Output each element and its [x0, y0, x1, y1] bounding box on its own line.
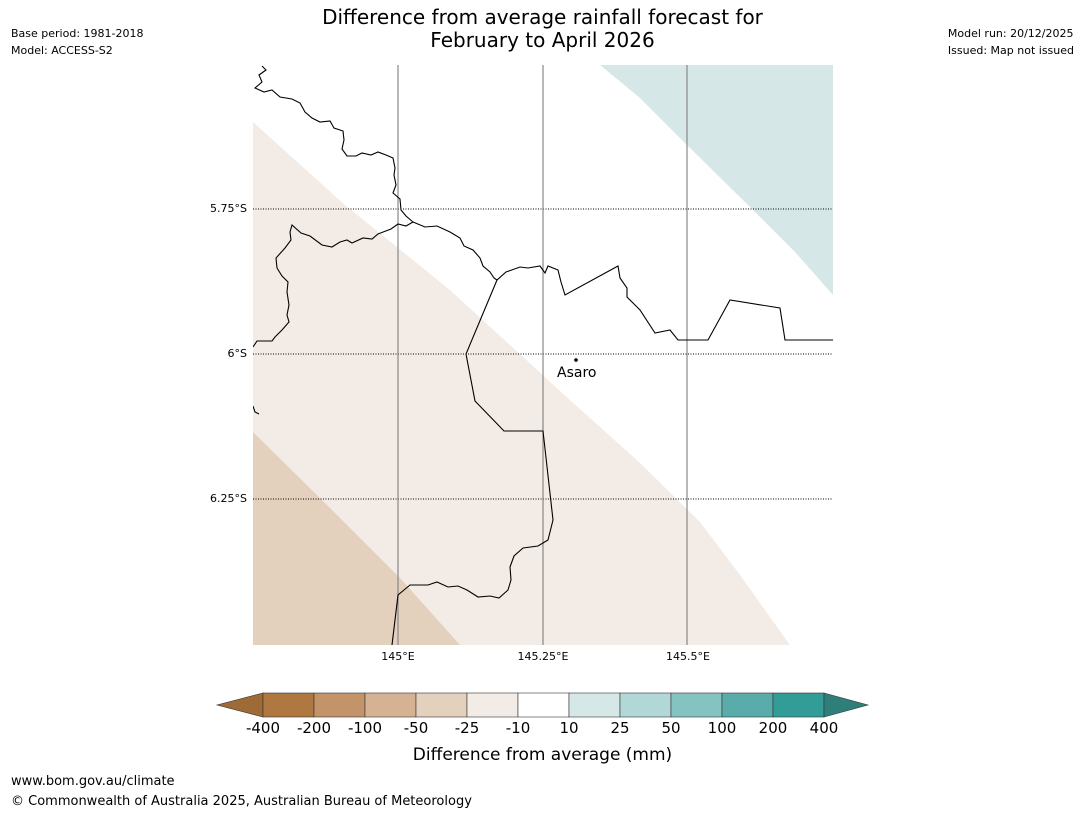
colorbar-tick-label: -400 [245, 719, 281, 737]
province-boundary-central [412, 221, 833, 341]
footer-copyright: © Commonwealth of Australia 2025, Austra… [11, 794, 472, 809]
colorbar-segment [262, 692, 315, 718]
lat-label-6-25: 6.25°S [210, 492, 247, 505]
colorbar-tick-label: 10 [559, 719, 579, 737]
colorbar-tick-label: 400 [809, 719, 839, 737]
issued-text: Issued: Map not issued [947, 44, 1074, 57]
lon-label-145-5: 145.5°E [666, 650, 710, 663]
colorbar-segment [670, 692, 723, 718]
colorbar-segments [215, 692, 870, 718]
colorbar-segment [517, 692, 570, 718]
colorbar-tick-label: -25 [454, 719, 480, 737]
meta-left: Base period: 1981-2018 Model: ACCESS-S2 [11, 25, 143, 59]
lon-label-145-25: 145.25°E [517, 650, 569, 663]
meta-right: Model run: 20/12/2025 Issued: Map not is… [948, 25, 1074, 59]
colorbar-segment [772, 692, 825, 718]
colorbar-tick-label: 25 [610, 719, 630, 737]
colorbar-tick-label: -10 [505, 719, 531, 737]
colorbar-tick-label: -200 [296, 719, 332, 737]
colorbar-segment [619, 692, 672, 718]
colorbar-tick-label: 200 [758, 719, 788, 737]
colorbar-segment [466, 692, 519, 718]
colorbar-segment [721, 692, 774, 718]
lat-label-5-75: 5.75°S [210, 202, 247, 215]
base-period-text: Base period: 1981-2018 [11, 27, 144, 40]
colorbar-tick-label: -100 [347, 719, 383, 737]
map-title-line1: Difference from average rainfall forecas… [322, 5, 763, 29]
map-frame [253, 65, 833, 645]
lat-label-6: 6°S [227, 347, 247, 360]
dry-light-region [253, 122, 790, 645]
footer-url: www.bom.gov.au/climate [11, 774, 175, 789]
colorbar-tick-label: 50 [661, 719, 681, 737]
colorbar-segment [415, 692, 468, 718]
lon-label-145: 145°E [381, 650, 415, 663]
map-title-line2: February to April 2026 [430, 28, 655, 52]
map-title: Difference from average rainfall forecas… [0, 6, 1085, 52]
place-label-asaro: Asaro [557, 365, 597, 381]
wet-light-region [600, 65, 833, 295]
province-boundary-west-fragment [253, 405, 260, 415]
colorbar-label: Difference from average (mm) [412, 745, 673, 765]
colorbar-segment [364, 692, 417, 718]
colorbar-arrow-left [215, 692, 264, 718]
province-boundary-south [391, 279, 554, 645]
model-run-text: Model run: 20/12/2025 [947, 27, 1074, 40]
rainfall-map [253, 65, 833, 645]
colorbar-arrow-right [823, 692, 870, 718]
colorbar-segment [568, 692, 621, 718]
colorbar-tick-label: -50 [403, 719, 429, 737]
place-marker [574, 358, 578, 362]
colorbar-tick-label: 100 [707, 719, 737, 737]
dry-medium-region [253, 432, 460, 645]
province-boundary-north [253, 65, 414, 348]
model-text: Model: ACCESS-S2 [11, 44, 113, 57]
colorbar-segment [313, 692, 366, 718]
